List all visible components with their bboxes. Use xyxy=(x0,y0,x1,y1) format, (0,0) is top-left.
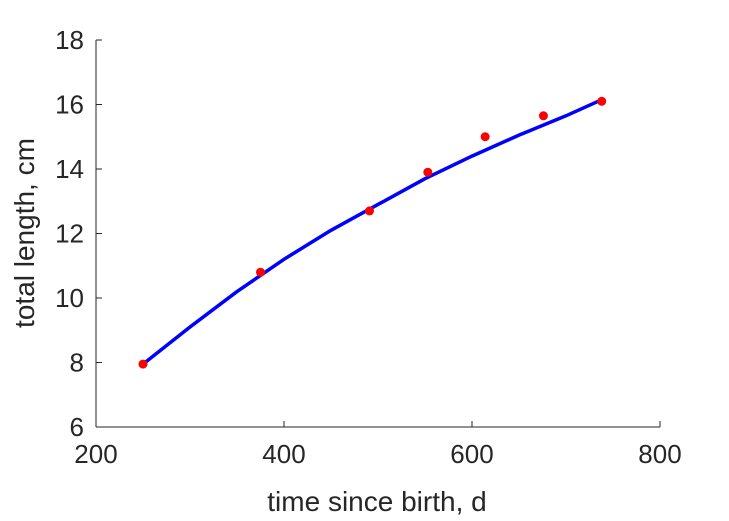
data-point xyxy=(256,267,265,277)
x-tick-label: 800 xyxy=(638,439,681,469)
x-axis-label: time since birth, d xyxy=(267,486,486,517)
data-point xyxy=(423,167,433,177)
data-point xyxy=(365,206,375,216)
y-tick-label: 6 xyxy=(70,412,84,442)
y-axis-label: total length, cm xyxy=(9,138,40,328)
y-tick-label: 12 xyxy=(55,219,84,249)
plot-marks xyxy=(138,96,607,369)
data-point xyxy=(138,359,148,369)
tick-labels: 200 400 600 800 6 8 10 12 14 16 18 xyxy=(55,25,682,469)
y-tick-label: 8 xyxy=(70,348,84,378)
x-tick-label: 200 xyxy=(74,439,117,469)
data-point xyxy=(480,132,490,142)
axes xyxy=(95,39,661,428)
y-tick-label: 10 xyxy=(55,283,84,313)
x-tick-label: 400 xyxy=(262,439,305,469)
y-tick-label: 14 xyxy=(55,154,84,184)
y-tick-label: 18 xyxy=(55,25,84,55)
x-tick-label: 600 xyxy=(450,439,493,469)
fit-curve-line xyxy=(141,97,604,366)
data-point xyxy=(538,111,548,121)
data-point xyxy=(597,96,607,106)
y-tick-label: 16 xyxy=(55,90,84,120)
